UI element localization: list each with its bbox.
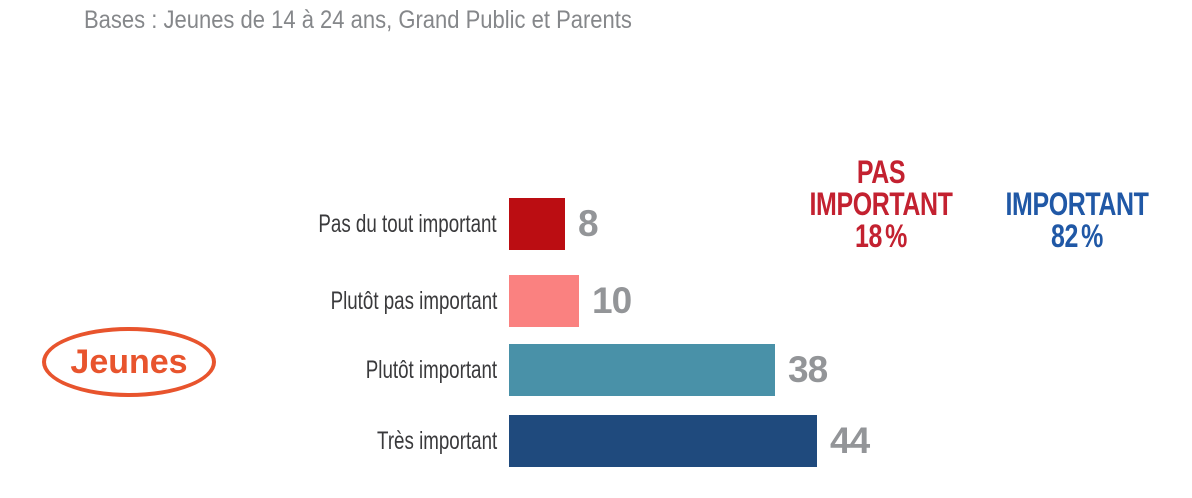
bar-row-plutot-important: Plutôt important 38 xyxy=(0,344,828,396)
category-label: Pas du tout important xyxy=(318,209,497,238)
group-badge-label: Jeunes xyxy=(70,342,188,381)
summary-important: IMPORTANT 82% xyxy=(999,188,1155,252)
bar-row-tres-important: Très important 44 xyxy=(0,415,870,467)
percent-sign: % xyxy=(1081,218,1103,254)
bar-plutot-important xyxy=(509,344,775,396)
bar-row-plutot-pas-important: Plutôt pas important 10 xyxy=(0,275,632,327)
bar-row-pas-du-tout-important: Pas du tout important 8 xyxy=(0,198,599,250)
summary-line: IMPORTANT xyxy=(809,186,953,222)
bar-pas-du-tout-important xyxy=(509,198,565,250)
category-label-cell: Plutôt important xyxy=(0,356,509,385)
value-label: 8 xyxy=(578,203,599,244)
category-label: Plutôt important xyxy=(365,355,497,384)
summary-percentage: 18% xyxy=(803,220,959,252)
value-label: 38 xyxy=(788,349,828,390)
summary-line: IMPORTANT xyxy=(1005,186,1149,222)
category-label: Très important xyxy=(376,426,497,455)
category-label-cell: Pas du tout important xyxy=(0,210,509,239)
base-note-text: Bases : Jeunes de 14 à 24 ans, Grand Pub… xyxy=(84,6,632,34)
summary-value: 82 xyxy=(1051,218,1079,254)
bar-plutot-pas-important xyxy=(509,275,579,327)
category-label: Plutôt pas important xyxy=(330,286,497,315)
category-label-cell: Très important xyxy=(0,427,509,456)
category-label-cell: Plutôt pas important xyxy=(0,287,509,316)
summary-pas-important: PAS IMPORTANT 18% xyxy=(803,156,959,252)
bar-tres-important xyxy=(509,415,817,467)
group-badge-jeunes: Jeunes xyxy=(42,327,216,397)
value-label: 44 xyxy=(830,420,870,461)
base-note: Bases : Jeunes de 14 à 24 ans, Grand Pub… xyxy=(84,6,707,35)
summary-value: 18 xyxy=(855,218,883,254)
percent-sign: % xyxy=(885,218,907,254)
value-label: 10 xyxy=(592,280,632,321)
summary-percentage: 82% xyxy=(999,220,1155,252)
summary-line: PAS xyxy=(856,154,906,190)
